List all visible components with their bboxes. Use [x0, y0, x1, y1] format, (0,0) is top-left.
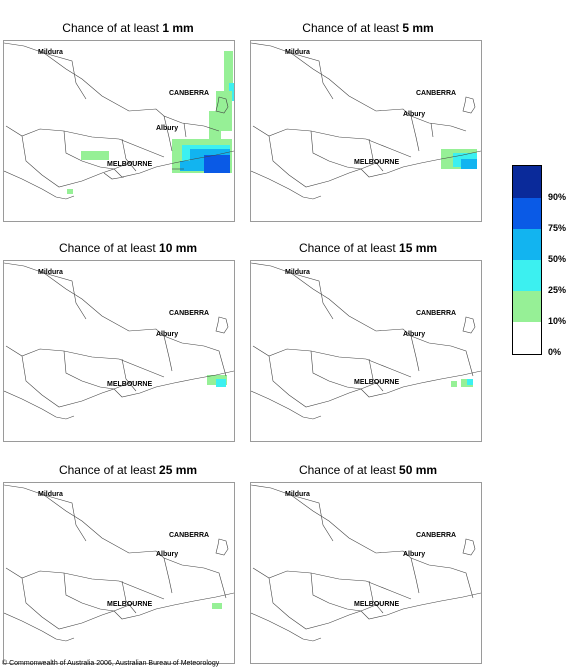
panel-title-prefix: Chance of at least — [58, 241, 160, 255]
map-panel-5mm: Mildura CANBERRA Albury MELBOURNE — [250, 40, 482, 222]
place-label-canberra: CANBERRA — [416, 532, 457, 539]
legend-swatch-75 — [513, 198, 541, 229]
place-label-melbourne: MELBOURNE — [354, 379, 400, 386]
place-label-canberra: CANBERRA — [416, 90, 457, 97]
place-label-albury: Albury — [403, 111, 426, 118]
legend-label-10: 10% — [548, 316, 567, 326]
legend-swatch-25 — [513, 260, 541, 291]
panel-title-prefix: Chance of at least — [62, 21, 163, 35]
place-label-albury: Albury — [403, 551, 426, 558]
legend-swatch-10 — [513, 291, 541, 322]
place-label-canberra: CANBERRA — [169, 532, 210, 539]
map-10mm-svg — [4, 262, 234, 420]
place-label-mildura: Mildura — [38, 269, 63, 276]
rain-cells-15mm — [451, 379, 473, 387]
rain-cells-10mm — [207, 375, 227, 387]
map-15mm-svg — [251, 262, 481, 420]
place-label-mildura: Mildura — [285, 269, 310, 276]
place-label-melbourne: MELBOURNE — [107, 381, 153, 388]
legend-swatch-90 — [513, 166, 541, 198]
copyright-footer: © Commonwealth of Australia 2006, Austra… — [2, 660, 220, 667]
place-label-canberra: CANBERRA — [169, 310, 210, 317]
place-label-mildura: Mildura — [38, 491, 63, 498]
panel-title-25mm: Chance of at least 25 mm — [13, 463, 243, 477]
map-1mm-svg — [4, 42, 234, 200]
rain-cells-1mm — [67, 51, 234, 194]
map-borders — [4, 42, 234, 200]
map-5mm-svg — [251, 42, 481, 200]
legend-label-90: 90% — [548, 192, 567, 202]
legend-swatch-50 — [513, 229, 541, 260]
panel-title-15mm: Chance of at least 15 mm — [253, 241, 483, 255]
panel-title-1mm: Chance of at least 1 mm — [13, 21, 243, 35]
legend-swatch-0 — [513, 322, 541, 354]
map-panel-15mm: Mildura CANBERRA Albury MELBOURNE — [250, 260, 482, 442]
rain-cells-25mm — [212, 603, 222, 609]
panel-title-amount: 25 mm — [159, 463, 198, 477]
panel-title-prefix: Chance of at least — [302, 21, 403, 35]
probability-legend — [512, 165, 542, 355]
map-borders — [251, 42, 481, 200]
panel-title-50mm: Chance of at least 50 mm — [253, 463, 483, 477]
map-panel-10mm: Mildura CANBERRA Albury MELBOURNE — [3, 260, 235, 442]
place-label-mildura: Mildura — [285, 49, 310, 56]
map-panel-1mm: Mildura CANBERRA Albury MELBOURNE — [3, 40, 235, 222]
place-label-mildura: Mildura — [285, 491, 310, 498]
panel-title-5mm: Chance of at least 5 mm — [253, 21, 483, 35]
panel-title-amount: 50 mm — [399, 463, 438, 477]
rain-cells-5mm — [441, 149, 477, 169]
panel-title-10mm: Chance of at least 10 mm — [13, 241, 243, 255]
place-label-melbourne: MELBOURNE — [354, 159, 400, 166]
place-label-mildura: Mildura — [38, 49, 63, 56]
map-borders — [251, 484, 481, 642]
legend-label-25: 25% — [548, 285, 567, 295]
place-label-albury: Albury — [156, 125, 179, 132]
place-label-albury: Albury — [156, 551, 179, 558]
panel-title-prefix: Chance of at least — [298, 463, 400, 477]
panel-title-prefix: Chance of at least — [58, 463, 160, 477]
panel-title-prefix: Chance of at least — [298, 241, 400, 255]
place-label-albury: Albury — [156, 331, 179, 338]
panel-title-amount: 5 mm — [402, 21, 434, 35]
map-25mm-svg — [4, 484, 234, 642]
place-label-melbourne: MELBOURNE — [354, 601, 400, 608]
map-panel-25mm: Mildura CANBERRA Albury MELBOURNE — [3, 482, 235, 664]
map-panel-50mm: Mildura CANBERRA Albury MELBOURNE — [250, 482, 482, 664]
map-borders — [4, 262, 234, 420]
place-label-melbourne: MELBOURNE — [107, 601, 153, 608]
place-label-melbourne: MELBOURNE — [107, 161, 153, 168]
map-50mm-svg — [251, 484, 481, 642]
place-label-canberra: CANBERRA — [169, 90, 210, 97]
map-borders — [251, 262, 481, 420]
panel-title-amount: 15 mm — [399, 241, 438, 255]
legend-label-0: 0% — [548, 347, 562, 357]
map-borders — [4, 484, 234, 642]
place-label-canberra: CANBERRA — [416, 310, 457, 317]
legend-label-75: 75% — [548, 223, 567, 233]
place-label-albury: Albury — [403, 331, 426, 338]
panel-title-amount: 10 mm — [159, 241, 198, 255]
legend-label-50: 50% — [548, 254, 567, 264]
panel-title-amount: 1 mm — [162, 21, 194, 35]
